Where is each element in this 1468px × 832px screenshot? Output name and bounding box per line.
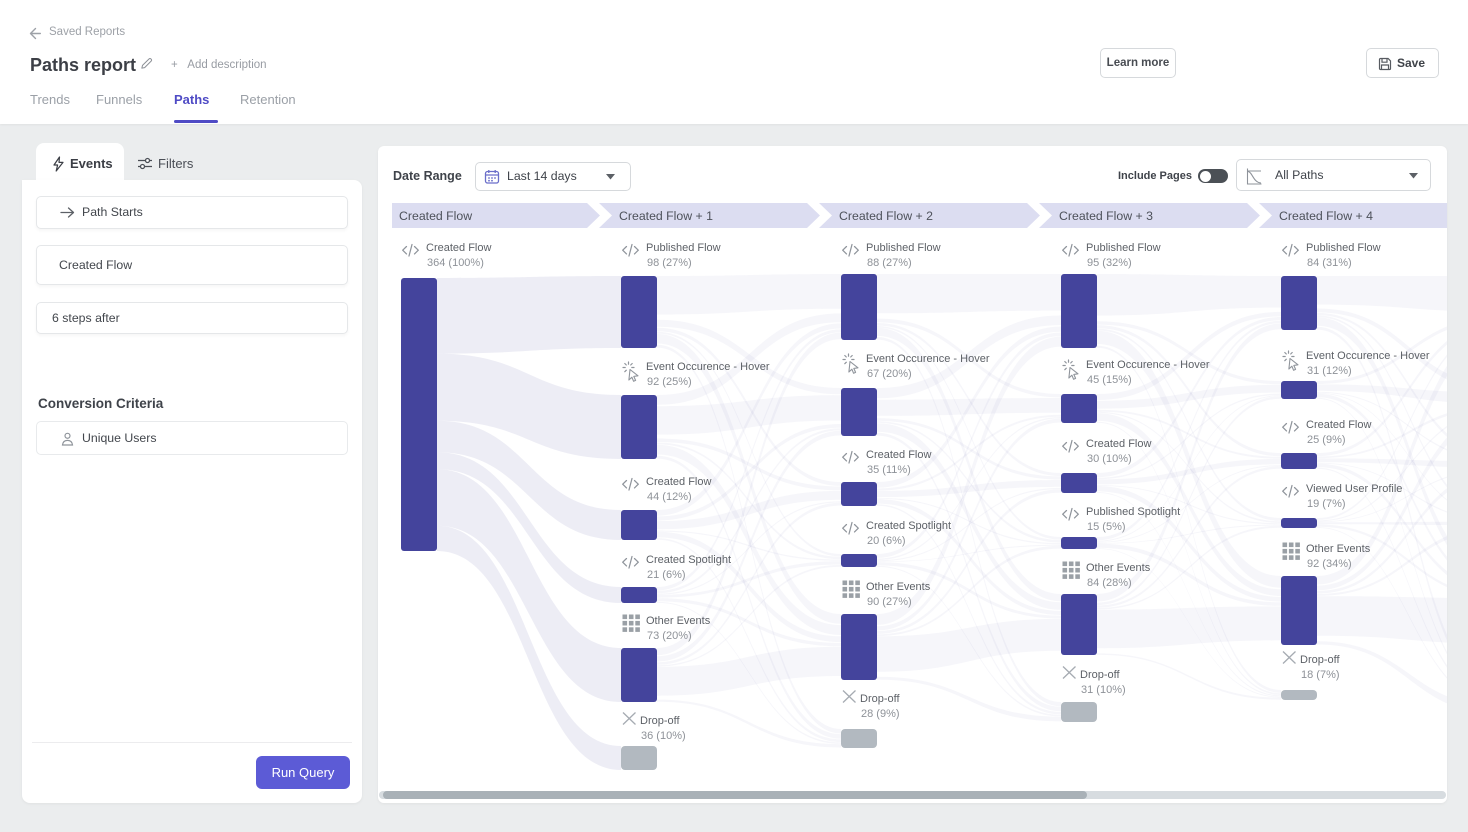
svg-text:95 (32%): 95 (32%): [1087, 257, 1132, 269]
svg-text:Created Flow + 3: Created Flow + 3: [1059, 209, 1153, 223]
svg-text:19 (7%): 19 (7%): [1307, 498, 1346, 510]
svg-text:90 (27%): 90 (27%): [867, 596, 912, 608]
svg-text:Published Flow: Published Flow: [866, 242, 941, 254]
svg-text:21 (6%): 21 (6%): [647, 569, 686, 581]
svg-text:25 (9%): 25 (9%): [1307, 434, 1346, 446]
svg-text:Drop-off: Drop-off: [1080, 669, 1120, 681]
svg-text:Published Spotlight: Published Spotlight: [1086, 506, 1180, 518]
svg-text:Viewed User Profile: Viewed User Profile: [1306, 483, 1402, 495]
svg-text:20 (6%): 20 (6%): [867, 535, 906, 547]
svg-text:Created Flow: Created Flow: [866, 449, 931, 461]
svg-text:Created Spotlight: Created Spotlight: [646, 554, 731, 566]
svg-text:18 (7%): 18 (7%): [1301, 669, 1340, 681]
svg-text:30 (10%): 30 (10%): [1087, 453, 1132, 465]
svg-text:Created Flow: Created Flow: [1086, 438, 1151, 450]
svg-text:Created Flow: Created Flow: [399, 209, 472, 223]
svg-text:Published Flow: Published Flow: [646, 242, 721, 254]
svg-text:Other Events: Other Events: [866, 581, 931, 593]
svg-text:Published Flow: Published Flow: [1306, 242, 1381, 254]
svg-text:Event Occurence - Hover: Event Occurence - Hover: [1086, 359, 1210, 371]
svg-text:44 (12%): 44 (12%): [647, 491, 692, 503]
svg-text:45 (15%): 45 (15%): [1087, 374, 1132, 386]
svg-text:Created Flow: Created Flow: [1306, 419, 1371, 431]
svg-text:Other Events: Other Events: [1306, 543, 1371, 555]
svg-text:Created Flow: Created Flow: [646, 476, 711, 488]
svg-text:88 (27%): 88 (27%): [867, 257, 912, 269]
svg-text:92 (25%): 92 (25%): [647, 376, 692, 388]
svg-text:Drop-off: Drop-off: [1300, 654, 1340, 666]
svg-text:84 (28%): 84 (28%): [1087, 577, 1132, 589]
svg-text:84 (31%): 84 (31%): [1307, 257, 1352, 269]
svg-text:Created Flow + 2: Created Flow + 2: [839, 209, 933, 223]
svg-text:364 (100%): 364 (100%): [427, 257, 484, 269]
svg-text:Drop-off: Drop-off: [640, 715, 680, 727]
svg-text:15 (5%): 15 (5%): [1087, 521, 1126, 533]
svg-text:36 (10%): 36 (10%): [641, 730, 686, 742]
svg-text:Created Flow: Created Flow: [426, 242, 491, 254]
svg-text:Event Occurence - Hover: Event Occurence - Hover: [1306, 350, 1430, 362]
svg-text:Created Flow + 4: Created Flow + 4: [1279, 209, 1373, 223]
svg-text:Other Events: Other Events: [1086, 562, 1151, 574]
svg-text:Event Occurence - Hover: Event Occurence - Hover: [646, 361, 770, 373]
svg-text:31 (10%): 31 (10%): [1081, 684, 1126, 696]
svg-text:98 (27%): 98 (27%): [647, 257, 692, 269]
svg-text:Created Spotlight: Created Spotlight: [866, 520, 951, 532]
svg-text:67 (20%): 67 (20%): [867, 368, 912, 380]
svg-text:Event Occurence - Hover: Event Occurence - Hover: [866, 353, 990, 365]
svg-text:Created Flow + 1: Created Flow + 1: [619, 209, 713, 223]
svg-text:Drop-off: Drop-off: [860, 693, 900, 705]
svg-text:28 (9%): 28 (9%): [861, 708, 900, 720]
svg-text:Published Flow: Published Flow: [1086, 242, 1161, 254]
svg-text:31 (12%): 31 (12%): [1307, 365, 1352, 377]
svg-text:92 (34%): 92 (34%): [1307, 558, 1352, 570]
svg-text:73 (20%): 73 (20%): [647, 630, 692, 642]
svg-text:Other Events: Other Events: [646, 615, 711, 627]
svg-text:35 (11%): 35 (11%): [867, 464, 911, 476]
